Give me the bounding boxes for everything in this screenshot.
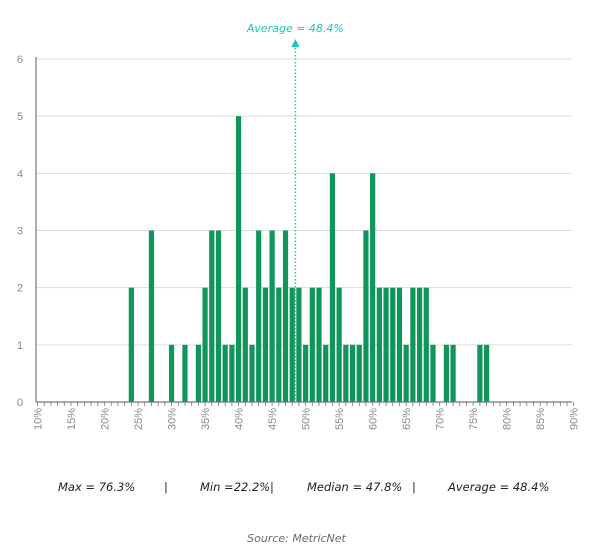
x-tick-label: 50%: [301, 408, 313, 430]
y-tick-label: 6: [17, 54, 23, 66]
x-tick-label: 60%: [368, 408, 380, 430]
y-tick-label: 2: [17, 283, 23, 295]
bar: [209, 230, 215, 402]
average-arrow: [291, 39, 300, 47]
y-tick-label: 3: [17, 226, 23, 238]
bar: [390, 287, 396, 402]
bar: [303, 344, 309, 402]
bar: [276, 287, 282, 402]
bar: [222, 344, 228, 402]
average-marker: Average = 48.4%: [246, 22, 344, 402]
bar: [229, 344, 235, 402]
bar: [235, 116, 242, 403]
x-tick-label: 80%: [502, 408, 514, 430]
bar: [309, 287, 315, 402]
bar: [356, 344, 362, 402]
bar: [403, 344, 409, 402]
bar: [316, 287, 322, 402]
bar: [182, 344, 188, 402]
bar: [256, 230, 262, 402]
x-tick-label: 90%: [569, 408, 581, 430]
bar: [323, 344, 329, 402]
min-stat: Min =22.2%: [200, 480, 271, 494]
bar: [282, 230, 289, 402]
bar: [370, 173, 376, 402]
bar: [289, 287, 295, 402]
x-tick-label: 40%: [234, 408, 246, 430]
y-tick-label: 4: [17, 168, 23, 180]
separator: |: [270, 480, 274, 494]
median-stat: Median = 47.8%: [307, 480, 403, 494]
bar: [148, 230, 155, 402]
bar: [363, 230, 369, 402]
bars: [128, 116, 490, 403]
y-tick-label: 0: [17, 397, 23, 409]
bar: [296, 287, 302, 402]
bar: [168, 344, 175, 402]
bar: [477, 344, 483, 402]
bar: [430, 344, 436, 402]
bar: [410, 287, 416, 402]
x-tick-label: 30%: [167, 408, 179, 430]
bar: [262, 287, 269, 402]
axes: 0 1 2 3 4 5 6 10% 15% 20% 25% 30% 35% 40% 45% 50% 55% 60%…: [17, 54, 581, 430]
source-note: Source: MetricNet: [247, 532, 346, 545]
summary-stats: Max = 76.3% | Min =22.2% | Median = 47.8…: [0, 480, 593, 500]
x-tick-label: 35%: [200, 408, 212, 430]
average-stat: Average = 48.4%: [448, 480, 550, 494]
bar: [383, 287, 389, 402]
bar: [336, 287, 342, 402]
x-tick-label: 10%: [33, 408, 45, 430]
separator: |: [164, 480, 168, 494]
bar: [396, 287, 403, 402]
x-tick-label: 70%: [435, 408, 447, 430]
bar: [195, 344, 201, 402]
gridlines: [36, 58, 572, 346]
y-tick-label: 1: [17, 340, 23, 352]
max-stat: Max = 76.3%: [58, 480, 136, 494]
x-tick-label: 85%: [535, 408, 547, 430]
x-tick-label: 65%: [401, 408, 413, 430]
x-tick-label: 20%: [100, 408, 112, 430]
x-tick-label: 45%: [267, 408, 279, 430]
average-label: Average = 48.4%: [246, 22, 344, 35]
bar: [269, 230, 275, 402]
y-tick-label: 5: [17, 111, 23, 123]
bar: [423, 287, 429, 402]
bar: [329, 173, 336, 402]
x-tick-label: 15%: [66, 408, 78, 430]
bar: [484, 344, 490, 402]
bar: [202, 287, 208, 402]
bar: [215, 230, 222, 402]
bar: [242, 287, 248, 402]
x-tick-label: 55%: [334, 408, 346, 430]
separator: |: [412, 480, 416, 494]
x-tick-label: 25%: [133, 408, 145, 430]
bar: [249, 344, 255, 402]
bar: [443, 344, 449, 402]
bar: [343, 344, 349, 402]
bar: [416, 287, 423, 402]
x-tick-label: 75%: [468, 408, 480, 430]
bar: [376, 287, 382, 402]
bar: [349, 344, 356, 402]
bar: [450, 344, 456, 402]
histogram-chart: 0 1 2 3 4 5 6 10% 15% 20% 25% 30% 35% 40% 45% 50% 55% 60%…: [17, 22, 581, 430]
bar: [128, 287, 134, 402]
